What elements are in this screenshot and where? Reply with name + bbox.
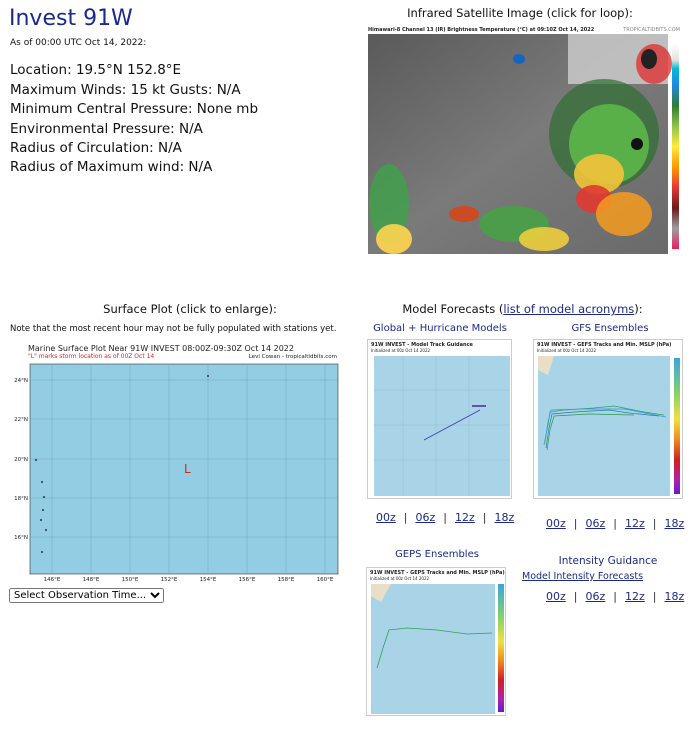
geps-ensembles-title: GEPS Ensembles — [395, 549, 479, 560]
global-models-map: + — [374, 356, 510, 496]
storm-radius-max-wind: Radius of Maximum wind: N/A — [10, 159, 213, 175]
station-dot — [35, 459, 37, 461]
separator: | — [613, 590, 617, 603]
gfs-run-12z[interactable]: 12z — [625, 517, 645, 530]
surface-ocean — [29, 363, 339, 575]
model-forecasts-title: Model Forecasts (list of model acronyms)… — [370, 302, 675, 316]
global-run-links: 00z | 06z | 12z | 18z — [376, 511, 514, 524]
storm-title: Invest 91W — [9, 6, 133, 31]
lon-tick-label: 154°E — [200, 577, 217, 583]
surface-plot-title: Marine Surface Plot Near 91W INVEST 08:0… — [28, 344, 294, 353]
intensity-guidance-title: Intensity Guidance — [558, 555, 658, 567]
intensity-run-links: 00z | 06z | 12z | 18z — [546, 590, 684, 603]
separator: | — [652, 517, 657, 530]
lat-tick-label: 24°N — [14, 378, 28, 384]
satellite-section-title: Infrared Satellite Image (click for loop… — [407, 6, 633, 20]
intensity-link-wrapper: Model Intensity Forecasts — [522, 571, 643, 582]
gfs-run-06z[interactable]: 06z — [585, 517, 606, 530]
lon-tick-label: 146°E — [44, 577, 61, 583]
surface-plot-image[interactable]: Marine Surface Plot Near 91W INVEST 08:0… — [8, 342, 341, 584]
geps-ensembles-plot[interactable]: 91W INVEST - GEPS Tracks and Min. MSLP (… — [366, 567, 506, 716]
station-dot — [45, 529, 47, 531]
surface-plot-subtitle: "L" marks storm location as of 00Z Oct 1… — [28, 353, 155, 360]
separator: | — [403, 511, 408, 524]
station-dot — [43, 496, 45, 498]
model-acronyms-link[interactable]: list of model acronyms — [503, 302, 635, 316]
station-dot — [42, 509, 44, 511]
surface-plot-credit: Levi Cowan - tropicaltidbits.com — [248, 354, 337, 360]
global-plot-subtitle: Initialized at 00z Oct 14 2022 — [371, 348, 431, 353]
lat-tick-label: 16°N — [14, 535, 28, 541]
lon-tick-label: 150°E — [122, 577, 139, 583]
global-models-plot[interactable]: 91W INVEST - Model Track Guidance Initia… — [367, 339, 512, 499]
separator: | — [443, 511, 447, 524]
global-plot-title: 91W INVEST - Model Track Guidance — [371, 342, 473, 348]
intensity-run-18z[interactable]: 18z — [664, 590, 685, 603]
intensity-run-06z[interactable]: 06z — [585, 590, 606, 603]
storm-max-winds: Maximum Winds: 15 kt Gusts: N/A — [10, 82, 241, 98]
observation-time-select[interactable]: Select Observation Time... — [9, 588, 164, 603]
model-forecasts-title-prefix: Model Forecasts ( — [402, 302, 504, 316]
lon-tick-label: 160°E — [317, 577, 334, 583]
station-dot — [40, 519, 42, 521]
geps-plot-subtitle: Initialized at 00z Oct 14 2022 — [370, 576, 430, 581]
gfs-plot-title: 91W INVEST - GEFS Tracks and Min. MSLP (… — [537, 342, 672, 348]
storm-env-pressure: Environmental Pressure: N/A — [10, 121, 203, 137]
station-dot — [207, 375, 209, 377]
svg-text:+: + — [398, 413, 405, 422]
separator: | — [652, 590, 657, 603]
global-run-18z[interactable]: 18z — [494, 511, 515, 524]
lon-tick-label: 148°E — [83, 577, 100, 583]
surface-map: 24°N 22°N 20°N 18°N 16°N 146°E 148°E 150°E 152°E… — [14, 363, 339, 583]
lat-tick-label: 20°N — [14, 457, 28, 463]
model-forecasts-title-suffix: ): — [634, 302, 643, 316]
separator: | — [482, 511, 487, 524]
separator: | — [573, 517, 578, 530]
gfs-ensembles-plot[interactable]: 91W INVEST - GEFS Tracks and Min. MSLP (… — [533, 339, 683, 499]
gfs-ensembles-map — [538, 356, 680, 496]
surface-section-title: Surface Plot (click to enlarge): — [103, 302, 277, 316]
global-run-00z[interactable]: 00z — [376, 511, 396, 524]
global-run-06z[interactable]: 06z — [415, 511, 436, 524]
lon-tick-label: 152°E — [161, 577, 178, 583]
geps-ensembles-map — [371, 584, 504, 714]
lat-tick-label: 22°N — [14, 417, 28, 423]
lon-tick-label: 158°E — [278, 577, 295, 583]
global-models-title: Global + Hurricane Models — [373, 323, 507, 334]
storm-min-pressure: Minimum Central Pressure: None mb — [10, 101, 259, 117]
station-dot — [41, 551, 43, 553]
lat-tick-label: 18°N — [14, 496, 28, 502]
as-of-timestamp: As of 00:00 UTC Oct 14, 2022: — [10, 38, 147, 48]
storm-location: Location: 19.5°N 152.8°E — [10, 62, 182, 78]
intensity-run-00z[interactable]: 00z — [546, 590, 566, 603]
satellite-caption: Himawari-8 Channel 13 (IR) Brightness Te… — [368, 27, 595, 33]
lon-tick-label: 156°E — [239, 577, 256, 583]
station-dot — [41, 481, 43, 483]
separator: | — [613, 517, 617, 530]
gfs-run-links: 00z | 06z | 12z | 18z — [546, 517, 684, 530]
storm-radius-circulation: Radius of Circulation: N/A — [10, 140, 182, 156]
intensity-run-12z[interactable]: 12z — [625, 590, 645, 603]
satellite-image[interactable]: Himawari-8 Channel 13 (IR) Brightness Te… — [354, 24, 684, 256]
separator: | — [573, 590, 578, 603]
surface-note: Note that the most recent hour may not b… — [10, 324, 337, 334]
global-run-12z[interactable]: 12z — [455, 511, 475, 524]
gfs-ensembles-title: GFS Ensembles — [571, 323, 649, 334]
storm-location-marker: L — [184, 462, 191, 476]
geps-plot-title: 91W INVEST - GEPS Tracks and Min. MSLP (… — [370, 570, 505, 576]
gfs-plot-subtitle: Initialized at 00z Oct 14 2022 — [537, 348, 597, 353]
model-intensity-forecasts-link[interactable]: Model Intensity Forecasts — [522, 571, 644, 582]
gfs-run-00z[interactable]: 00z — [546, 517, 566, 530]
gfs-run-18z[interactable]: 18z — [664, 517, 685, 530]
satellite-ir-map — [368, 34, 679, 254]
satellite-credit: TROPICALTIDBITS.COM — [623, 27, 680, 33]
